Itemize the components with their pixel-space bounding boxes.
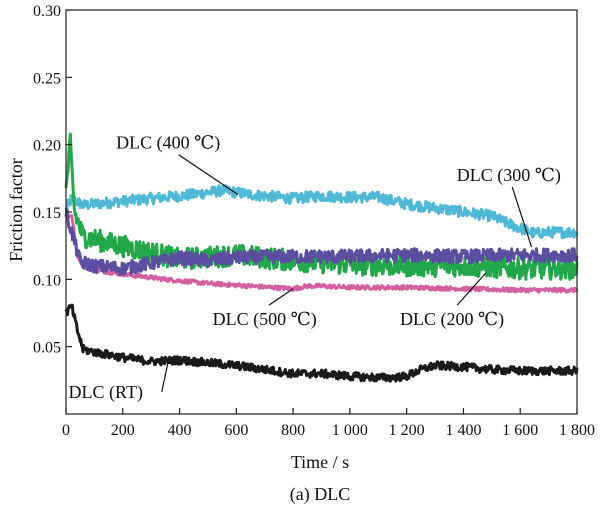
x-tick-label: 1 400 (445, 422, 481, 439)
annotation-label: DLC (200 ℃) (400, 309, 504, 330)
y-tick-label: 0.10 (33, 272, 61, 289)
annotation-label: DLC (400 ℃) (116, 133, 220, 154)
x-tick-label: 1 000 (332, 422, 368, 439)
x-tick-label: 1 800 (559, 422, 595, 439)
x-tick-label: 1 200 (389, 422, 425, 439)
x-tick-label: 400 (168, 422, 192, 439)
series-dlc-rt (64, 303, 579, 383)
annotation-arrow (511, 186, 533, 248)
annotation-dlc-300: DLC (300 ℃) (457, 165, 561, 248)
annotation-arrow (268, 288, 294, 306)
x-tick-label: 200 (111, 422, 135, 439)
annotation-arrow (456, 272, 487, 306)
annotation-dlc-500: DLC (500 ℃) (213, 288, 317, 330)
y-tick-label: 0.15 (33, 205, 61, 222)
series-dlc-500 (65, 214, 579, 294)
annotation-arrow (161, 361, 169, 392)
annotation-dlc-rt: DLC (RT) (69, 361, 169, 403)
x-tick-label: 0 (62, 422, 70, 439)
plot-frame (65, 9, 578, 415)
y-tick-label: 0.30 (33, 3, 61, 20)
annotation-label: DLC (RT) (69, 382, 143, 403)
annotation-dlc-200: DLC (200 ℃) (400, 272, 504, 330)
tick-layer: 0 200 400 600 800 1 000 1 200 1 400 1 600 1 800 0.… (33, 3, 595, 439)
series-dlc-300 (64, 208, 579, 277)
y-tick-label: 0.25 (33, 70, 61, 87)
series-layer (64, 132, 579, 383)
x-axis-title: Time / s (291, 452, 349, 472)
annotation-dlc-400: DLC (400 ℃) (116, 133, 239, 195)
annotation-label: DLC (500 ℃) (213, 309, 317, 330)
figure-caption: (a) DLC (290, 484, 350, 505)
annotation-arrow (178, 154, 239, 195)
y-tick-label: 0.20 (33, 138, 61, 155)
x-tick-label: 1 600 (502, 422, 538, 439)
annotation-label: DLC (300 ℃) (457, 165, 561, 186)
y-tick-label: 0.05 (33, 340, 61, 357)
x-tick-label: 800 (281, 422, 305, 439)
y-axis-title: Friction factor (6, 158, 26, 261)
annotation-layer: DLC (400 ℃) DLC (300 ℃) DLC (500 ℃) DLC (20… (69, 133, 561, 403)
series-dlc-400 (64, 184, 579, 240)
x-tick-label: 600 (224, 422, 248, 439)
